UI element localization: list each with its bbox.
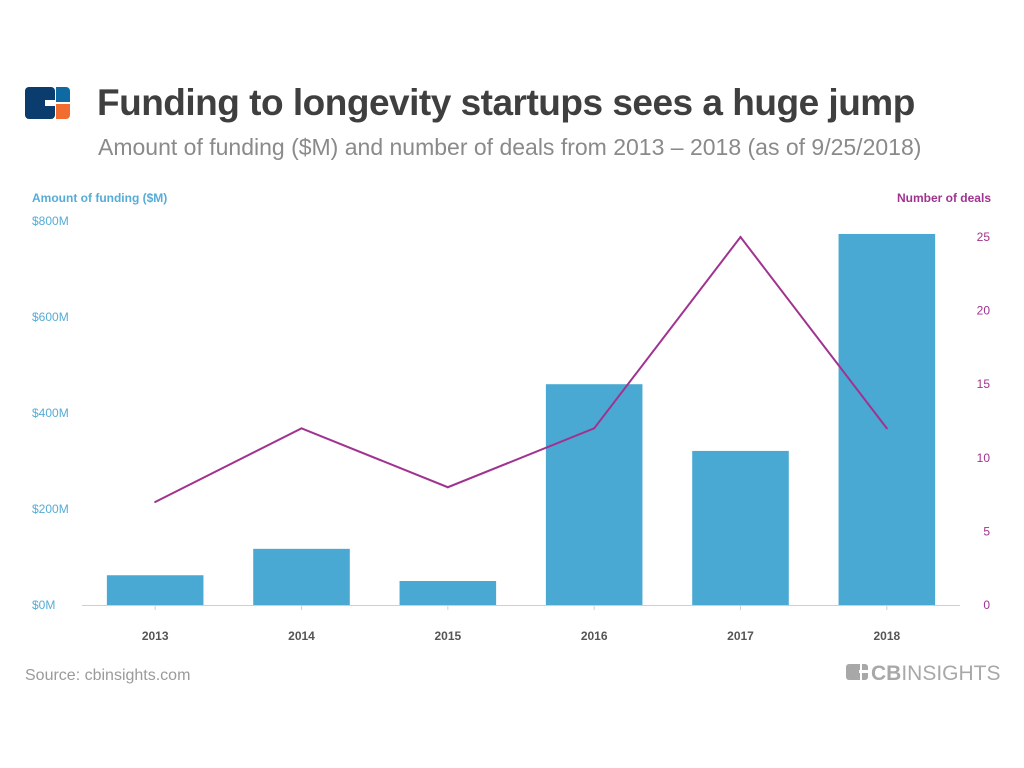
funding-bar (253, 548, 350, 605)
y-tick-label: $0M (32, 598, 55, 612)
funding-bar (692, 450, 789, 605)
cbinsights-logo-icon: CBINSIGHTS (846, 662, 1001, 685)
right-axis-title: Number of deals (896, 191, 991, 205)
deals-point (300, 427, 303, 430)
x-tick-label: 2014 (288, 629, 315, 643)
chart-title: Funding to longevity startups sees a hug… (97, 82, 915, 123)
funding-bar (838, 233, 936, 605)
cb-logo-icon (25, 87, 70, 119)
x-tick-label: 2015 (434, 629, 461, 643)
deals-line (154, 235, 888, 503)
y2-tick-label: 15 (977, 377, 991, 391)
y2-tick-label: 20 (977, 304, 991, 318)
y2-tick-label: 5 (983, 524, 990, 538)
y-tick-label: $200M (32, 502, 69, 516)
y-tick-label: $400M (32, 406, 69, 420)
y-tick-label: $800M (32, 214, 69, 228)
x-tick-label: 2018 (873, 629, 900, 643)
y-tick-label: $600M (32, 310, 69, 324)
svg-text:CBINSIGHTS: CBINSIGHTS (871, 662, 1001, 684)
y2-tick-label: 0 (983, 598, 990, 612)
deals-point (739, 236, 742, 238)
source-note: Source: cbinsights.com (25, 667, 191, 684)
chart-subtitle: Amount of funding ($M) and number of dea… (98, 134, 922, 160)
x-tick-label: 2016 (581, 629, 608, 643)
cbinsights-brand: CBINSIGHTS (846, 660, 1002, 685)
x-tick-label: 2017 (727, 629, 754, 643)
deals-point (885, 427, 888, 430)
y2-tick-label: 25 (977, 230, 991, 244)
funding-bar (399, 581, 497, 605)
deals-point (593, 427, 596, 430)
deals-point (154, 500, 157, 503)
funding-bar (545, 384, 643, 605)
funding-bar (106, 575, 204, 605)
left-axis-title: Amount of funding ($M) (32, 191, 168, 205)
y2-tick-label: 10 (977, 451, 991, 465)
deals-point (446, 486, 449, 489)
x-tick-label: 2013 (142, 629, 169, 643)
